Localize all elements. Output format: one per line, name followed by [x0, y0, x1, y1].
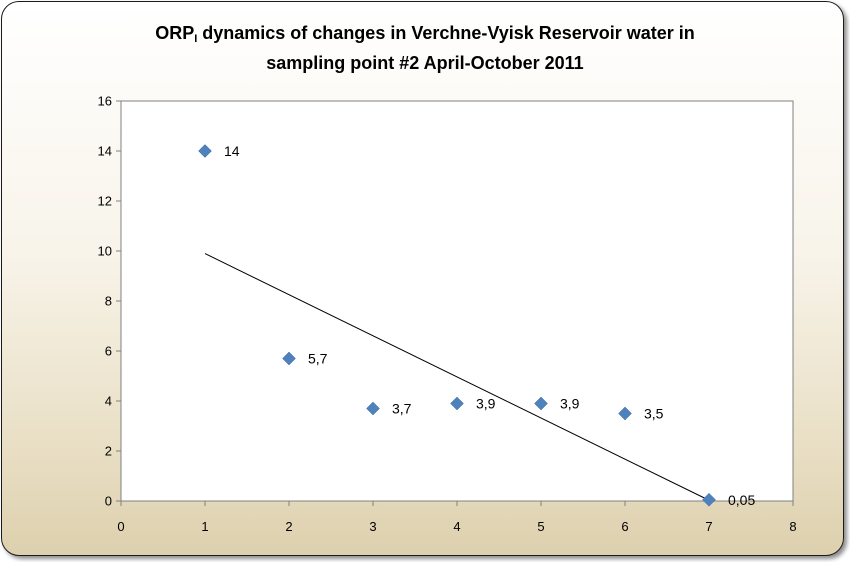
data-point [534, 396, 548, 411]
x-tick-label: 1 [201, 519, 208, 534]
data-point [618, 406, 632, 421]
data-label: 3,9 [560, 396, 580, 412]
y-tick-label: 12 [98, 194, 112, 209]
y-tick-label: 2 [105, 444, 112, 459]
data-label: 14 [224, 143, 240, 159]
data-label: 3,9 [476, 396, 496, 412]
x-tick-label: 4 [453, 519, 460, 534]
x-tick-label: 0 [117, 519, 124, 534]
y-tick-label: 6 [105, 344, 112, 359]
data-point [282, 351, 296, 366]
y-tick-label: 14 [98, 144, 112, 159]
x-tick-label: 3 [369, 519, 376, 534]
x-tick-label: 6 [621, 519, 628, 534]
data-point [198, 144, 212, 158]
data-label: 5,7 [308, 351, 328, 367]
data-point [702, 492, 716, 507]
y-tick-label: 10 [98, 244, 112, 259]
y-tick-label: 8 [105, 294, 112, 309]
x-tick-label: 5 [537, 519, 544, 534]
trendline [204, 253, 710, 501]
data-label: 3,5 [644, 406, 664, 422]
data-label: 0,05 [728, 492, 755, 508]
data-point [366, 401, 380, 416]
chart-title-rest: dynamics of changes in Verchne-Vyisk Res… [197, 23, 695, 43]
chart-title-line-1: ORPI dynamics of changes in Verchne-Vyis… [0, 21, 850, 51]
chart-title: ORPI dynamics of changes in Verchne-Vyis… [0, 21, 850, 75]
x-tick-label: 7 [705, 519, 712, 534]
data-label: 3,7 [392, 401, 412, 417]
y-tick-label: 0 [105, 494, 112, 509]
x-tick-label: 2 [285, 519, 292, 534]
chart-title-main: ORP [155, 23, 195, 43]
y-tick-label: 4 [105, 394, 112, 409]
y-tick-label: 16 [98, 94, 112, 109]
x-tick-label: 8 [789, 519, 796, 534]
chart-title-line-2: sampling point #2 April-October 2011 [266, 53, 584, 73]
chart-title-subscript: I [194, 33, 198, 45]
plot-area [120, 100, 794, 502]
data-point [450, 396, 464, 411]
